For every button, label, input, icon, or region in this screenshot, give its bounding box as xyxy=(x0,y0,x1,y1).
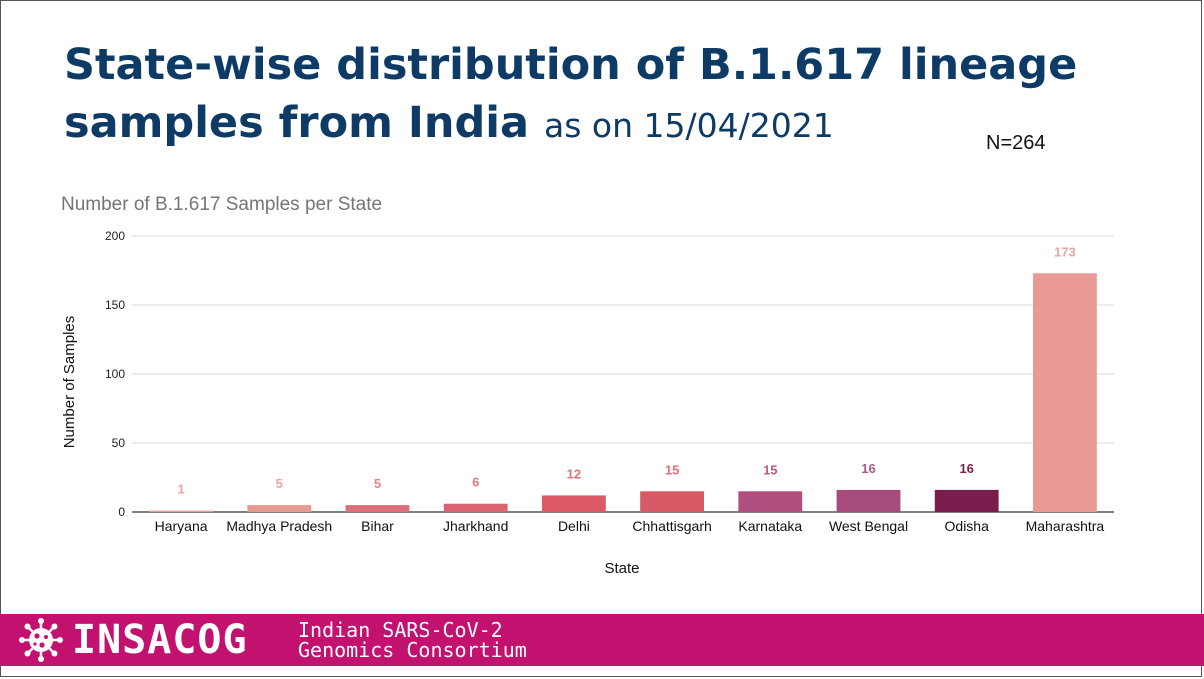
data-label: 15 xyxy=(763,462,777,477)
bar-chart: 0 50 100 150 200 1 Haryana 5 Madhya Pradesh 5 Biha… xyxy=(61,229,1114,577)
slide-title: State-wise distribution of B.1.617 linea… xyxy=(64,36,1104,155)
consortium-name: Indian SARS-CoV-2 Genomics Consortium xyxy=(298,620,527,660)
footer-bar: INSACOG Indian SARS-CoV-2 Genomics Conso… xyxy=(0,614,1204,666)
consortium-line-2: Genomics Consortium xyxy=(298,638,527,662)
bar xyxy=(149,510,214,512)
y-tick-label: 200 xyxy=(105,229,125,243)
data-label: 1 xyxy=(177,482,184,497)
virus-icon xyxy=(19,618,63,662)
bar xyxy=(738,491,803,512)
data-label: 15 xyxy=(665,462,679,477)
title-main: State-wise distribution of B.1.617 linea… xyxy=(64,40,1078,148)
x-axis-label: State xyxy=(604,560,639,577)
y-axis-label: Number of Samples xyxy=(61,316,78,449)
y-tick-label: 150 xyxy=(105,298,125,312)
y-tick-label: 50 xyxy=(112,436,126,450)
data-label: 6 xyxy=(472,475,479,490)
chart-title: Number of B.1.617 Samples per State xyxy=(61,194,383,215)
bar xyxy=(934,489,999,512)
x-tick-label: Haryana xyxy=(155,518,208,534)
x-tick-label: Madhya Pradesh xyxy=(226,518,332,534)
bar xyxy=(345,505,410,512)
data-label: 16 xyxy=(959,461,973,476)
data-label: 12 xyxy=(567,466,581,481)
bar xyxy=(443,503,508,512)
sample-count: N=264 xyxy=(986,132,1046,154)
x-tick-label: Jharkhand xyxy=(443,518,508,534)
bar xyxy=(640,491,705,512)
data-label: 5 xyxy=(276,476,283,491)
x-tick-label: Maharashtra xyxy=(1026,518,1105,534)
bar xyxy=(836,489,901,512)
x-tick-label: Chhattisgarh xyxy=(632,518,711,534)
title-date: as on 15/04/2021 xyxy=(544,106,834,145)
data-label: 5 xyxy=(374,476,381,491)
x-tick-label: Karnataka xyxy=(738,518,802,534)
y-tick-label: 0 xyxy=(118,505,125,519)
bar xyxy=(247,505,312,512)
x-tick-label: Bihar xyxy=(361,518,394,534)
data-label: 173 xyxy=(1054,244,1076,259)
x-tick-label: Odisha xyxy=(945,518,990,534)
bar xyxy=(541,495,606,512)
x-tick-label: Delhi xyxy=(558,518,590,534)
consortium-line-1: Indian SARS-CoV-2 xyxy=(298,618,503,642)
data-label: 16 xyxy=(861,461,875,476)
x-tick-label: West Bengal xyxy=(829,518,908,534)
y-tick-label: 100 xyxy=(105,367,125,381)
bar xyxy=(1032,273,1097,512)
brand-name: INSACOG xyxy=(72,617,248,663)
